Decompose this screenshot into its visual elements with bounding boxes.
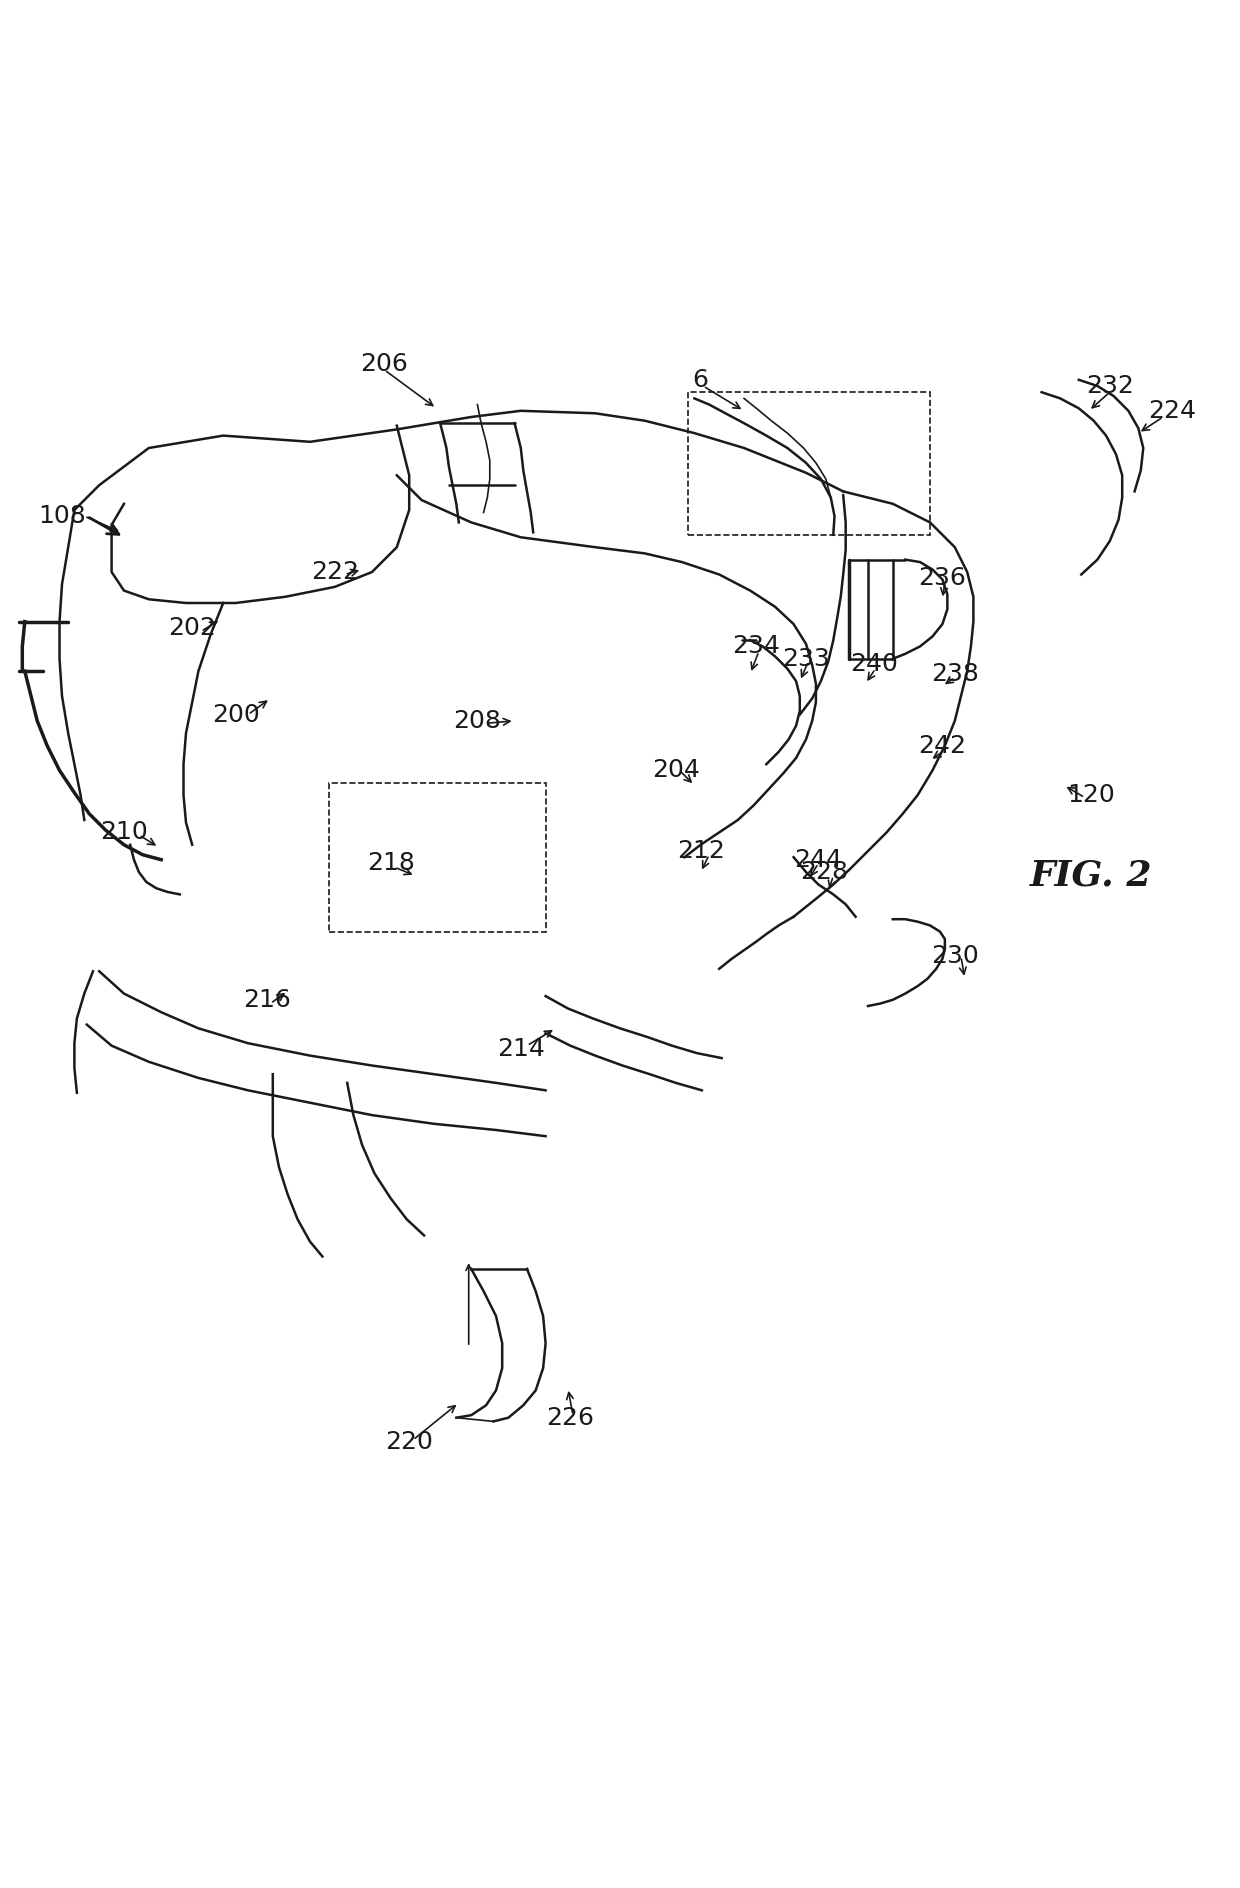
Text: 204: 204 (652, 759, 699, 782)
Text: 202: 202 (169, 615, 216, 640)
Text: 234: 234 (733, 634, 780, 659)
Text: 238: 238 (931, 661, 978, 685)
Text: 214: 214 (497, 1037, 544, 1061)
Text: 226: 226 (547, 1407, 594, 1429)
Bar (688, 393, 930, 534)
Bar (329, 784, 546, 931)
Text: 206: 206 (361, 351, 408, 376)
Text: 216: 216 (243, 987, 290, 1012)
Text: 200: 200 (212, 702, 259, 727)
Text: 228: 228 (801, 861, 848, 884)
Text: 218: 218 (367, 851, 414, 876)
Text: 210: 210 (100, 821, 148, 844)
Text: 212: 212 (677, 838, 724, 863)
Text: 236: 236 (919, 566, 966, 591)
Text: 222: 222 (311, 561, 358, 583)
Text: 208: 208 (454, 708, 501, 733)
Text: FIG. 2: FIG. 2 (1030, 859, 1152, 893)
Text: 224: 224 (1148, 398, 1195, 423)
Text: 240: 240 (851, 651, 898, 676)
Text: 230: 230 (931, 944, 978, 969)
Text: 232: 232 (1086, 374, 1133, 398)
Text: 108: 108 (38, 504, 86, 529)
Text: 6: 6 (693, 368, 708, 393)
Text: 220: 220 (386, 1431, 433, 1454)
Text: 233: 233 (782, 648, 830, 670)
Text: 244: 244 (795, 848, 842, 872)
Text: 120: 120 (1068, 784, 1115, 808)
Text: 242: 242 (919, 734, 966, 757)
